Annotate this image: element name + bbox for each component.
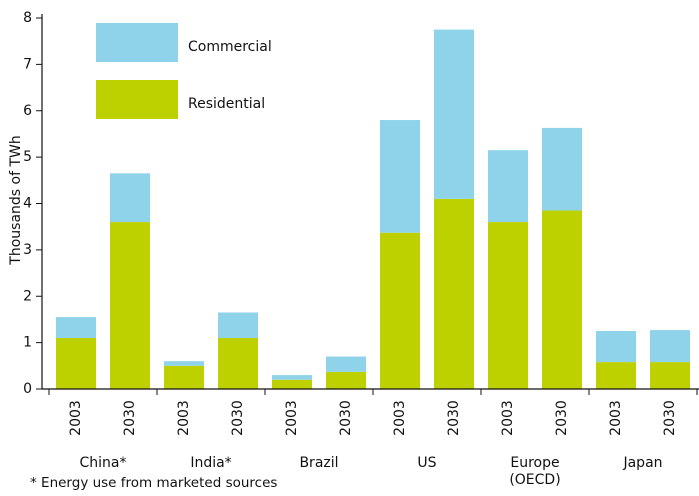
group-label: Brazil (299, 455, 339, 471)
y-tick-label: 2 (23, 288, 32, 304)
legend-swatch (96, 23, 178, 62)
y-tick-label: 4 (23, 196, 32, 212)
y-tick-label: 3 (23, 242, 32, 258)
group-label: Japan (623, 455, 663, 471)
bar-segment (218, 312, 258, 338)
y-axis-label: Thousands of TWh (8, 135, 24, 265)
legend-label: Residential (188, 96, 265, 112)
x-tick-label: 2003 (500, 400, 516, 436)
bar-segment (650, 362, 690, 389)
y-tick-label: 0 (23, 381, 32, 397)
bar-segment (164, 365, 204, 389)
legend-label: Commercial (188, 39, 272, 55)
bar-segment (110, 222, 150, 389)
x-tick-label: 2030 (446, 400, 462, 436)
bar-segment (56, 317, 96, 338)
legend-swatch (96, 80, 178, 119)
group-label: US (417, 455, 437, 471)
y-tick-label: 8 (23, 10, 32, 26)
x-tick-label: 2030 (662, 400, 678, 436)
bar-segment (380, 232, 420, 389)
bar-segment (488, 222, 528, 389)
x-tick-label: 2003 (176, 400, 192, 436)
bar-segment (272, 375, 312, 380)
group-label: India* (190, 455, 232, 471)
bar-segment (380, 120, 420, 233)
x-tick-label: 2030 (122, 400, 138, 436)
y-tick-label: 1 (23, 335, 32, 351)
footnote: * Energy use from marketed sources (30, 475, 278, 491)
bar-segment (596, 362, 636, 389)
bar-segment (596, 331, 636, 363)
x-tick-label: 2030 (554, 400, 570, 436)
bar-segment (326, 371, 366, 389)
bar-segment (56, 337, 96, 389)
bar-segment (488, 150, 528, 223)
y-tick-label: 5 (23, 149, 32, 165)
x-tick-label: 2003 (68, 400, 84, 436)
x-tick-label: 2003 (392, 400, 408, 436)
y-tick-label: 6 (23, 103, 32, 119)
bar-segment (434, 29, 474, 199)
bar-segment (542, 210, 582, 389)
bar-segment (164, 361, 204, 366)
x-tick-label: 2030 (338, 400, 354, 436)
x-tick-label: 2003 (608, 400, 624, 436)
bar-segment (272, 379, 312, 389)
bar-segment (326, 356, 366, 372)
x-tick-label: 2003 (284, 400, 300, 436)
bar-segment (542, 127, 582, 211)
bar-segment (434, 198, 474, 389)
bar-segment (650, 330, 690, 363)
bar-segment (218, 337, 258, 389)
x-tick-label: 2030 (230, 400, 246, 436)
group-label: Europe (OECD) (509, 455, 561, 488)
bar-segment (110, 173, 150, 223)
y-tick-label: 7 (23, 56, 32, 72)
group-label: China* (79, 455, 127, 471)
